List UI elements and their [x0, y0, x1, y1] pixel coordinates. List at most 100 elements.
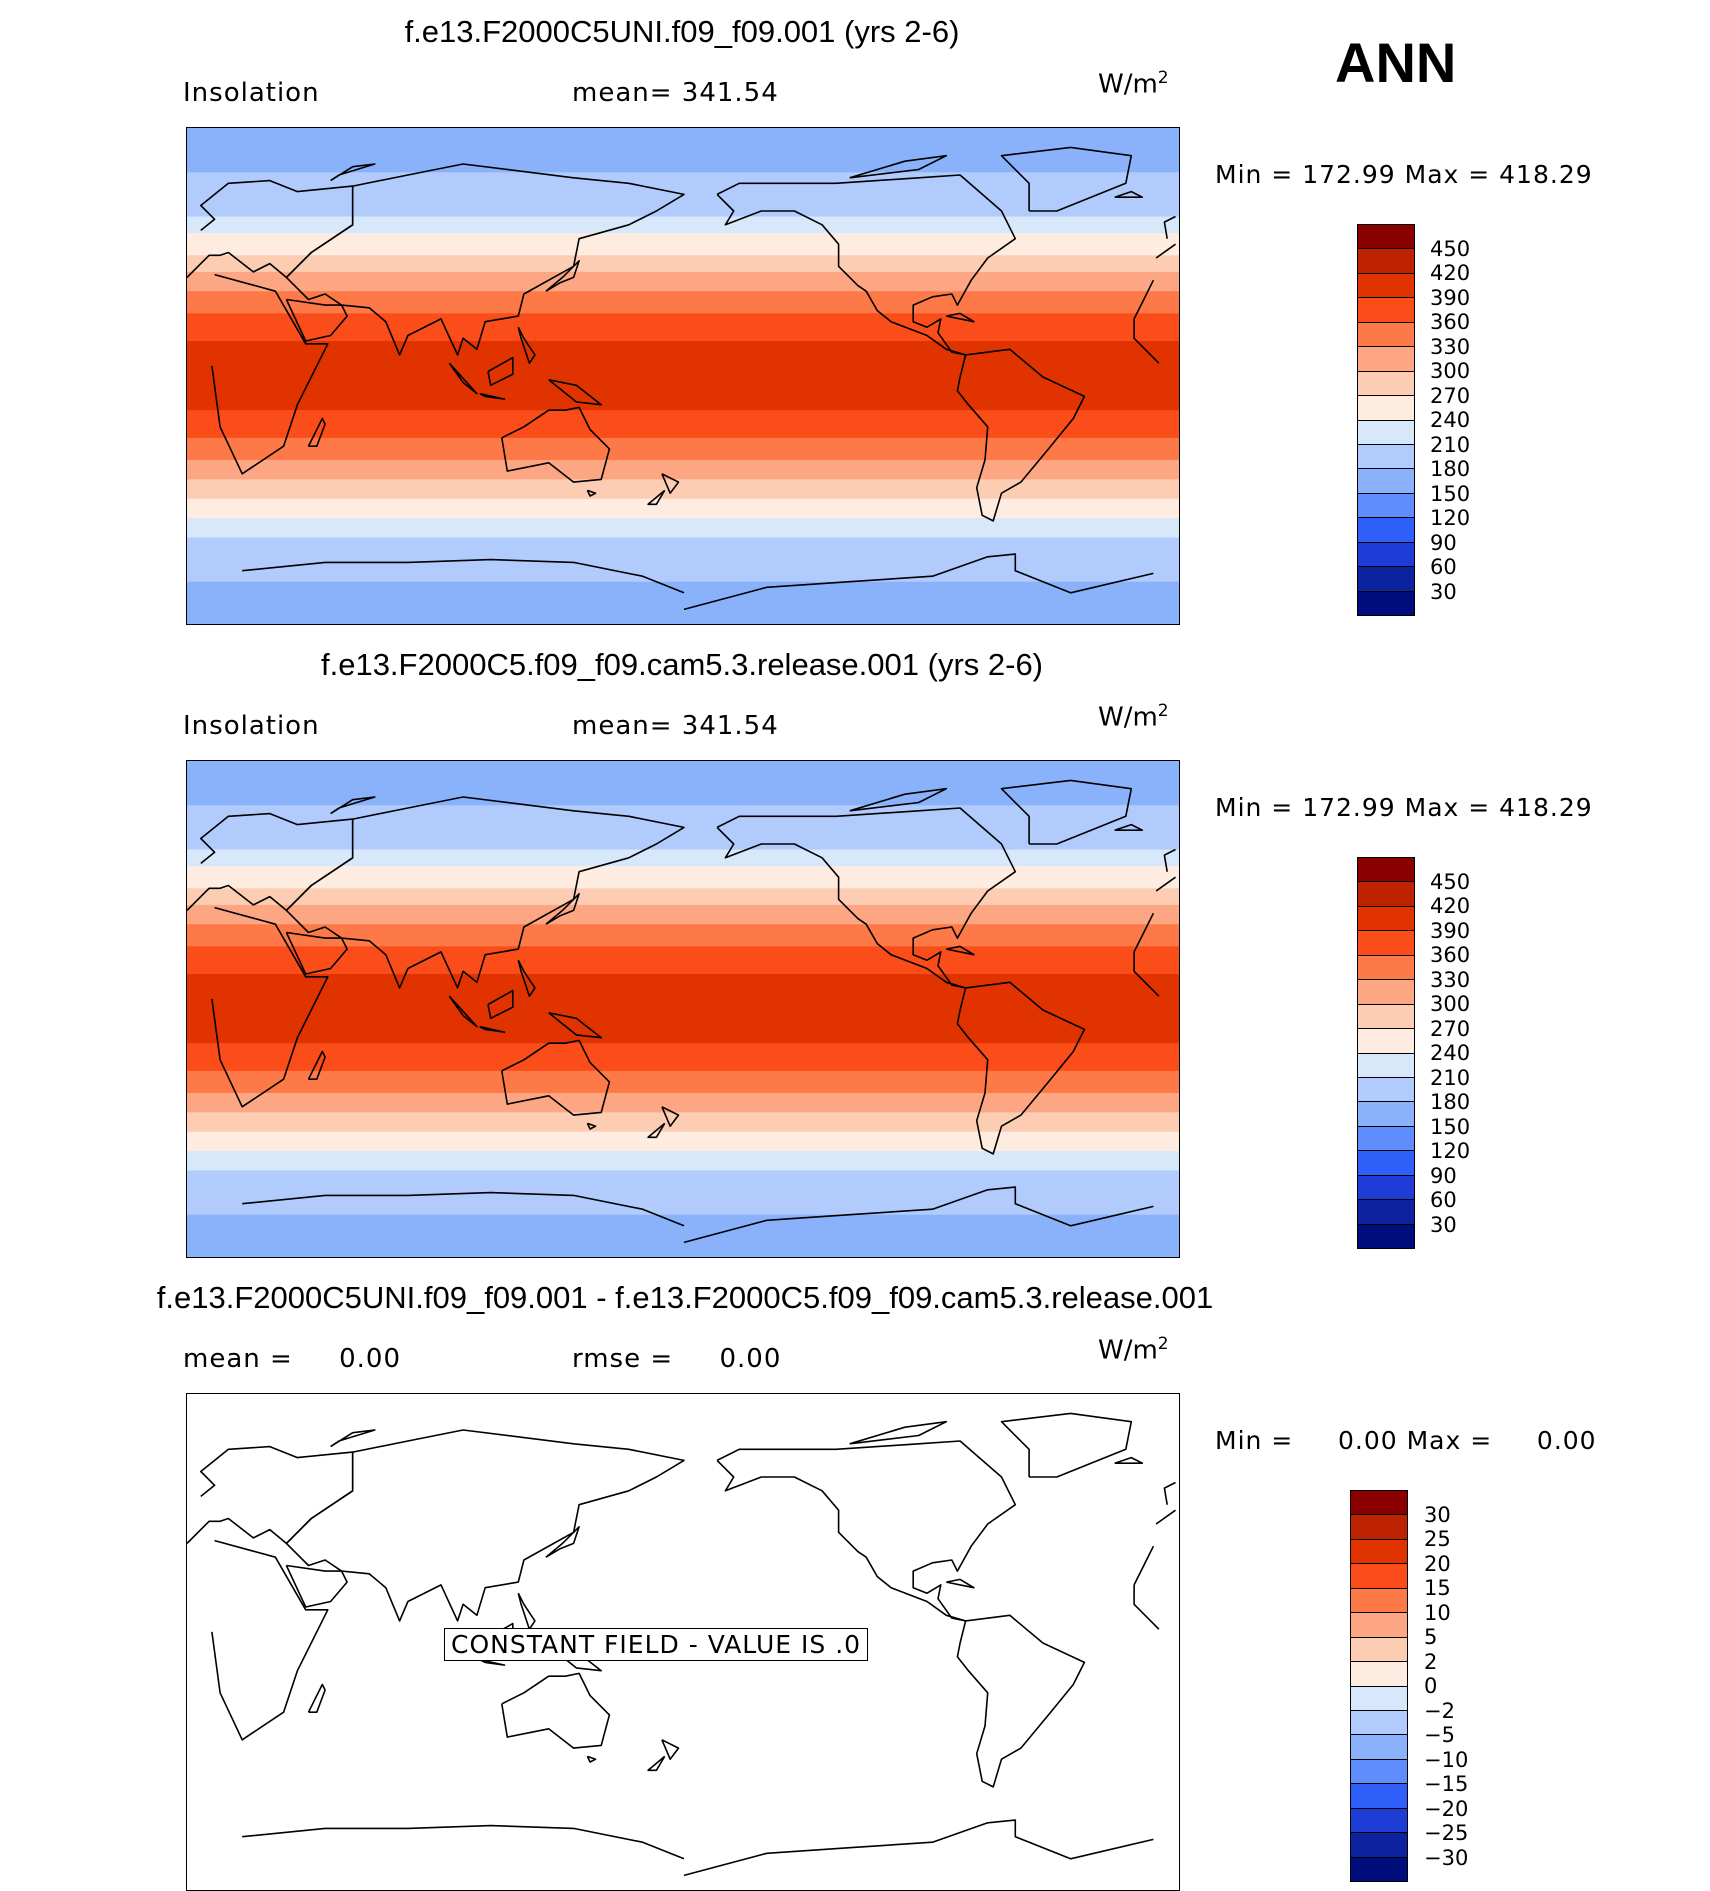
coastline — [1000, 1412, 1133, 1478]
map-plot — [186, 760, 1180, 1258]
field-label: Insolation — [183, 78, 320, 108]
colorbar-swatch — [1351, 1734, 1407, 1759]
colorbar-tick-label: 420 — [1430, 894, 1471, 918]
colorbar-labels: 450 420 390 360 330 300 270 240 210 180 150 120 90 60… — [1430, 224, 1510, 616]
contour-band — [187, 498, 1179, 519]
coastline — [586, 1755, 597, 1763]
colorbar-tick-label: 90 — [1430, 1163, 1457, 1188]
colorbar-tick-label: −30 — [1424, 1845, 1469, 1870]
colorbar-swatch — [1358, 979, 1414, 1004]
colorbar-swatch — [1358, 468, 1414, 493]
colorbar-tick-label: 300 — [1430, 992, 1471, 1016]
coastline — [307, 1050, 326, 1081]
colorbar-tick-label: 420 — [1430, 261, 1471, 285]
contour-band — [187, 341, 1179, 411]
colorbar-swatch — [1358, 346, 1414, 371]
colorbar-labels: 450 420 390 360 330 300 270 240 210 180 150 120 90 60… — [1430, 857, 1510, 1249]
map-canvas — [187, 128, 1179, 624]
colorbar-swatch — [1351, 1832, 1407, 1857]
colorbar-swatch — [1358, 541, 1414, 567]
colorbar-swatch — [1358, 1223, 1414, 1248]
coastline — [479, 1658, 506, 1666]
coastline — [211, 1539, 329, 1741]
coastline — [1133, 1584, 1160, 1630]
colorbar-labels: 30 25 20 15 10 5 2 0 −2 −5 −10 −15 −20 −25 −30 — [1424, 1490, 1504, 1882]
units-exponent: 2 — [1157, 1334, 1169, 1354]
colorbar-tick-label: 180 — [1430, 457, 1471, 481]
coastline — [448, 995, 478, 1028]
colorbar-swatch — [1358, 858, 1414, 882]
colorbar-tick-label: 330 — [1430, 334, 1471, 359]
colorbar-swatch — [1351, 1709, 1407, 1735]
colorbar-tick-label: 360 — [1430, 943, 1471, 967]
coastline — [716, 807, 1017, 989]
colorbar-swatch — [1351, 1563, 1407, 1588]
panel-title: f.e13.F2000C5.f09_f09.cam5.3.release.001… — [320, 647, 1044, 682]
coastline — [285, 931, 348, 975]
colorbar-tick-label: 240 — [1430, 1041, 1471, 1065]
contour-band — [187, 291, 1179, 314]
coastline — [285, 796, 685, 989]
colorbar-tick-label: 210 — [1430, 432, 1471, 457]
min-max-label: Min = 0.00 Max = 0.00 — [1215, 1426, 1597, 1455]
contour-band — [187, 1093, 1179, 1113]
coastline — [683, 1819, 1154, 1877]
coastline — [1155, 1509, 1176, 1525]
colorbar-swatch — [1351, 1783, 1407, 1808]
colorbar-tick-label: 150 — [1430, 1114, 1471, 1139]
coastline — [330, 163, 376, 182]
coastline — [285, 298, 348, 342]
units-base: W/m — [1098, 702, 1158, 733]
colorbar-swatch — [1351, 1856, 1407, 1881]
coastline — [1133, 912, 1155, 953]
units-base: W/m — [1098, 69, 1158, 100]
colorbar-swatch — [1358, 1003, 1414, 1029]
colorbar — [1350, 1490, 1408, 1882]
colorbar-swatch — [1358, 248, 1414, 273]
colorbar-tick-label: 30 — [1430, 1212, 1457, 1237]
coastline — [1000, 146, 1133, 212]
coastline — [716, 174, 1017, 356]
coastline — [1163, 215, 1176, 239]
contour-band — [187, 518, 1179, 538]
colorbar-swatch — [1351, 1612, 1407, 1637]
units-base: W/m — [1098, 1335, 1158, 1366]
coastline — [1133, 951, 1160, 997]
coastline — [683, 553, 1154, 611]
units-label: W/m2 — [1098, 701, 1169, 733]
colorbar-swatch — [1358, 443, 1414, 469]
colorbar-tick-label: 10 — [1424, 1600, 1451, 1625]
coastline — [849, 154, 948, 179]
colorbar-tick-label: 390 — [1430, 918, 1471, 943]
coastline — [661, 1106, 680, 1128]
colorbar-tick-label: 0 — [1424, 1674, 1438, 1698]
coastline — [211, 906, 329, 1108]
coastline — [586, 1122, 597, 1130]
coastline — [330, 796, 376, 815]
colorbar-tick-label: −20 — [1424, 1796, 1469, 1821]
coastline — [501, 1672, 611, 1749]
colorbar-swatch — [1358, 1199, 1414, 1224]
contour-band — [187, 1112, 1179, 1133]
coastline — [849, 1420, 948, 1445]
coastline — [946, 312, 975, 323]
colorbar-swatch — [1358, 881, 1414, 906]
coastline — [683, 1186, 1154, 1244]
coastline — [545, 893, 580, 925]
coastline — [487, 356, 514, 387]
units-label: W/m2 — [1098, 1334, 1169, 1366]
units-exponent: 2 — [1157, 701, 1169, 721]
contour-band — [187, 271, 1179, 292]
colorbar-tick-label: 15 — [1424, 1576, 1451, 1600]
colorbar-swatch — [1358, 419, 1414, 444]
coastline — [1114, 190, 1144, 198]
colorbar-swatch — [1358, 954, 1414, 980]
contour-band — [187, 216, 1179, 234]
colorbar-tick-label: 120 — [1430, 506, 1471, 530]
coastline — [1114, 823, 1144, 831]
colorbar-swatch — [1358, 1052, 1414, 1077]
colorbar-swatch — [1358, 1028, 1414, 1053]
panel-title: f.e13.F2000C5UNI.f09_f09.001 (yrs 2-6) — [404, 14, 960, 49]
contour-band — [187, 1043, 1179, 1072]
contour-band — [187, 1214, 1179, 1257]
